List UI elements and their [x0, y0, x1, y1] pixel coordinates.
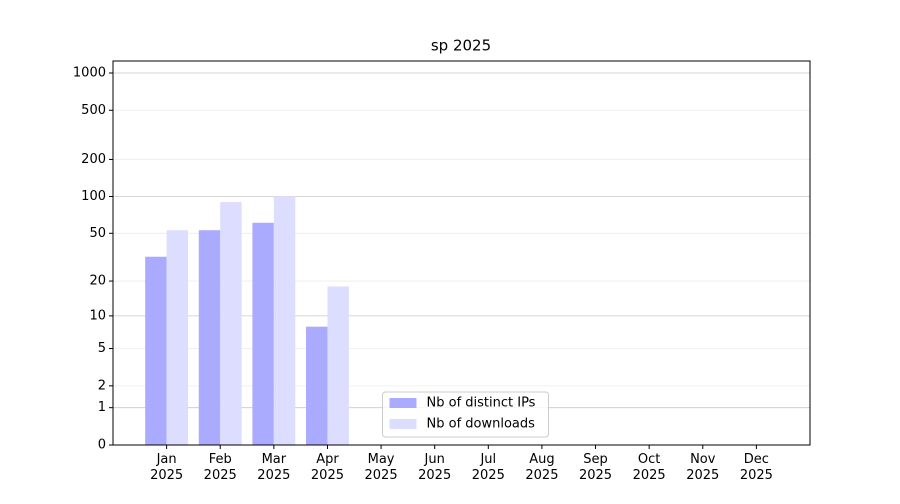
legend-swatch: [389, 398, 417, 408]
x-tick-label: Jul 2025: [471, 452, 505, 483]
bar: [145, 256, 167, 445]
x-tick-label: Sep 2025: [578, 452, 613, 483]
bar: [166, 230, 189, 445]
legend-label: Nb of downloads: [427, 417, 536, 432]
chart-title: sp 2025: [431, 37, 491, 55]
x-tick-label: May 2025: [364, 452, 398, 483]
legend-label: Nb of distinct IPs: [427, 396, 536, 411]
bar: [198, 230, 221, 445]
x-tick-label: Aug 2025: [525, 452, 559, 483]
y-tick-label: 1: [98, 400, 106, 415]
y-tick-label: 500: [81, 103, 106, 118]
y-tick-label: 20: [89, 274, 106, 289]
bar: [220, 202, 242, 445]
y-tick-label: 50: [89, 226, 106, 241]
x-tick-label: Feb 2025: [203, 452, 237, 483]
x-tick-label: Jun 2025: [418, 452, 452, 483]
bar: [306, 326, 328, 445]
y-tick-label: 5: [98, 341, 106, 356]
plot-frame: [112, 60, 811, 446]
y-tick-label: 2: [98, 378, 106, 393]
x-tick-label: Mar 2025: [257, 452, 291, 483]
y-tick-label: 0: [98, 438, 106, 453]
bar: [252, 222, 274, 445]
legend-swatch: [389, 419, 417, 429]
x-tick-label: Apr 2025: [310, 452, 344, 483]
x-tick-label: Nov 2025: [686, 452, 720, 483]
x-tick-label: Oct 2025: [632, 452, 666, 483]
legend-box: [382, 391, 549, 438]
y-tick-label: 200: [81, 152, 106, 167]
y-tick-label: 1000: [73, 66, 106, 81]
bar: [273, 196, 296, 445]
y-tick-label: 10: [89, 308, 106, 323]
x-tick-label: Jan 2025: [150, 452, 184, 483]
bar: [327, 286, 349, 445]
x-tick-label: Dec 2025: [739, 452, 773, 483]
y-tick-label: 100: [81, 189, 106, 204]
